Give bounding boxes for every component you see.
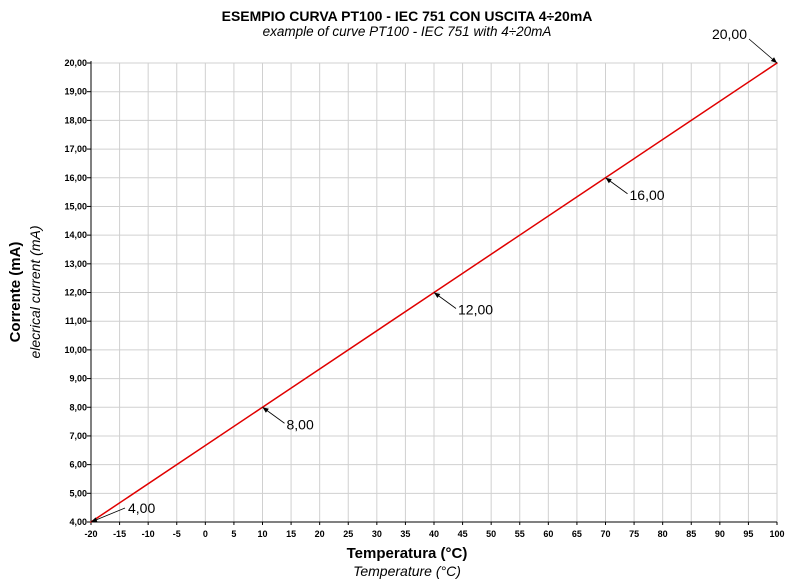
y-tick-label: 17,00 [64, 144, 87, 154]
y-tick-label: 11,00 [65, 316, 87, 326]
x-tick-label: 75 [629, 529, 639, 539]
x-tick-label: 50 [486, 529, 496, 539]
data-annotations: 4,00 8,00 12,00 16,00 20,00 [90, 26, 778, 523]
y-tick-label: 16,00 [64, 173, 87, 183]
annotation-arrowhead [434, 292, 441, 299]
y-tick-label: 4,00 [69, 517, 87, 527]
x-tick-label: 65 [572, 529, 582, 539]
annotation-arrowhead [262, 407, 269, 413]
y-axis-label-sub: elecrical current (mA) [27, 225, 43, 358]
x-tick-label: 30 [372, 529, 382, 539]
y-tick-label: 7,00 [69, 431, 87, 441]
data-label: 8,00 [287, 416, 314, 432]
data-label: 12,00 [458, 302, 493, 318]
x-tick-label: 80 [658, 529, 668, 539]
chart-subtitle: example of curve PT100 - IEC 751 with 4÷… [263, 24, 552, 39]
x-tick-label: 40 [429, 529, 439, 539]
x-tick-label: 45 [458, 529, 468, 539]
x-tick-label: 85 [686, 529, 696, 539]
y-tick-label: 14,00 [64, 230, 87, 240]
x-tick-label: 20 [315, 529, 325, 539]
data-label: 4,00 [128, 500, 155, 516]
chart-title: ESEMPIO CURVA PT100 - IEC 751 CON USCITA… [222, 8, 593, 24]
y-tick-label: 12,00 [64, 288, 87, 298]
data-label: 20,00 [712, 26, 747, 42]
x-tick-label: 0 [203, 529, 208, 539]
y-tick-label: 20,00 [64, 58, 87, 68]
y-tick-label: 19,00 [64, 87, 87, 97]
y-tick-label: 8,00 [69, 402, 87, 412]
y-axis-label: Corrente (mA) [7, 242, 24, 343]
y-tick-label: 10,00 [64, 345, 87, 355]
x-axis-label: Temperatura (°C) [347, 545, 468, 562]
x-tick-label: 35 [400, 529, 410, 539]
x-tick-label: 60 [543, 529, 553, 539]
annotation-arrowhead [91, 517, 98, 523]
annotation-arrowhead [770, 57, 777, 63]
x-tick-label: 15 [286, 529, 296, 539]
data-label: 16,00 [630, 187, 665, 203]
y-tick-label: 5,00 [69, 488, 87, 498]
y-tick-label: 6,00 [69, 460, 87, 470]
x-tick-label: 10 [257, 529, 267, 539]
x-tick-label: -15 [113, 529, 126, 539]
y-tick-labels: 4,00 5,00 6,00 7,00 8,00 9,00 10,00 11,00 12,00 1… [64, 58, 91, 527]
x-tick-label: 70 [600, 529, 610, 539]
y-tick-label: 15,00 [64, 201, 87, 211]
x-tick-label: 55 [515, 529, 525, 539]
y-tick-label: 18,00 [64, 115, 87, 125]
annotation-arrowhead [605, 177, 612, 184]
x-tick-label: -10 [142, 529, 155, 539]
x-tick-label: 100 [769, 529, 784, 539]
x-axis-label-sub: Temperature (°C) [353, 563, 461, 579]
y-tick-label: 9,00 [69, 374, 87, 384]
x-tick-label: 5 [231, 529, 236, 539]
y-tick-label: 13,00 [64, 259, 87, 269]
annotation-leader [748, 38, 778, 64]
x-tick-label: 25 [343, 529, 353, 539]
x-tick-label: 90 [715, 529, 725, 539]
x-tick-label: -5 [173, 529, 181, 539]
x-tick-label: -20 [84, 529, 97, 539]
x-tick-labels: -20 -15 -10 -5 0 5 10 15 20 25 30 35 40 45 50 55 60 65 70 7… [84, 522, 785, 539]
annotation-leader [90, 507, 126, 523]
x-tick-label: 95 [743, 529, 753, 539]
